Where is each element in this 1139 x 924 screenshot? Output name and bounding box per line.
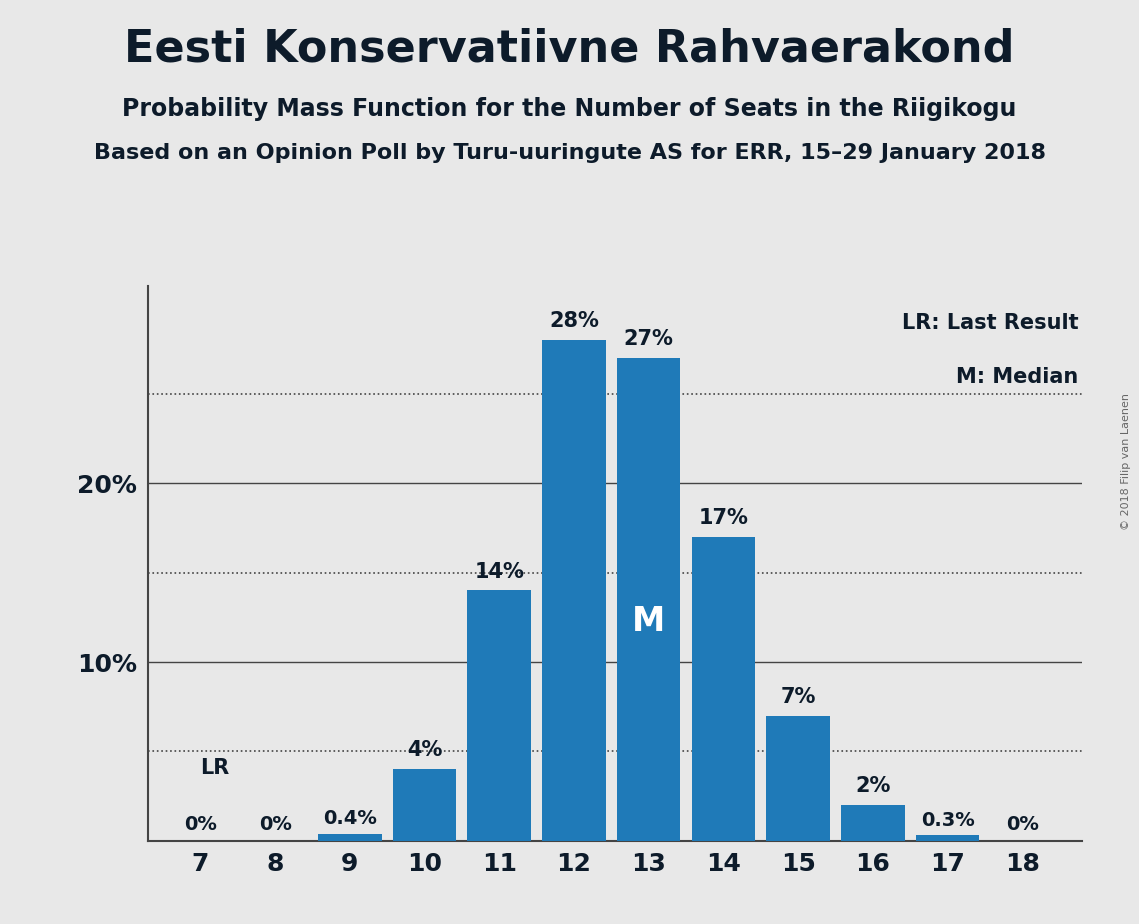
Text: 0.4%: 0.4% [322,809,377,828]
Text: © 2018 Filip van Laenen: © 2018 Filip van Laenen [1121,394,1131,530]
Text: M: Median: M: Median [956,367,1079,387]
Text: 28%: 28% [549,311,599,331]
Bar [691,537,755,841]
Bar [617,358,680,841]
Text: 0%: 0% [183,815,216,833]
Text: 14%: 14% [474,562,524,581]
Text: Probability Mass Function for the Number of Seats in the Riigikogu: Probability Mass Function for the Number… [122,97,1017,121]
Text: 17%: 17% [698,508,748,528]
Bar [841,805,904,841]
Text: Based on an Opinion Poll by Turu-uuringute AS for ERR, 15–29 January 2018: Based on an Opinion Poll by Turu-uuringu… [93,143,1046,164]
Bar [767,716,830,841]
Text: 4%: 4% [407,740,442,760]
Text: 2%: 2% [855,776,891,796]
Text: 27%: 27% [624,329,673,349]
Text: Eesti Konservatiivne Rahvaerakond: Eesti Konservatiivne Rahvaerakond [124,28,1015,71]
Text: LR: Last Result: LR: Last Result [902,313,1079,334]
Bar [318,833,382,841]
Text: M: M [632,605,665,638]
Text: LR: LR [200,759,230,778]
Text: 0%: 0% [1006,815,1039,833]
Bar [467,590,531,841]
Text: 7%: 7% [780,687,816,707]
Text: 0%: 0% [259,815,292,833]
Bar [542,340,606,841]
Text: 0.3%: 0.3% [920,811,975,830]
Bar [393,770,457,841]
Bar [916,835,980,841]
